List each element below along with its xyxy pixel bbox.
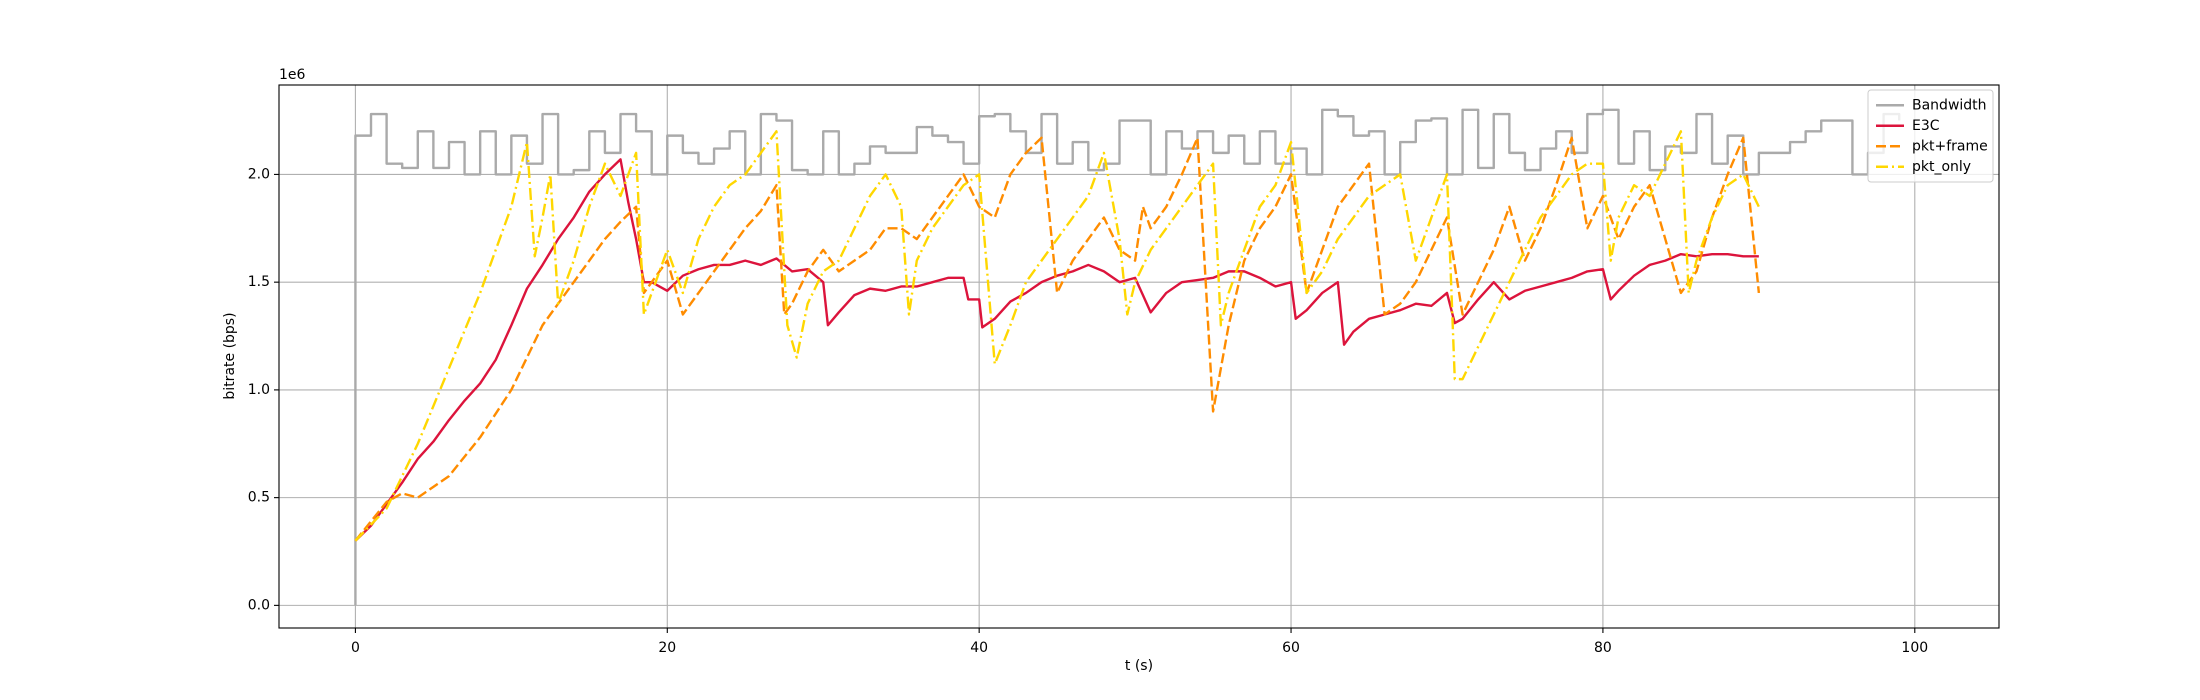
series-line bbox=[354, 108, 1901, 606]
x-tick-label: 40 bbox=[970, 640, 988, 656]
x-tick-label: 80 bbox=[1594, 640, 1612, 656]
legend-label: E3C bbox=[1912, 118, 1940, 134]
legend-box bbox=[1867, 89, 1994, 183]
legend-label: pkt+frame bbox=[1912, 138, 1988, 154]
x-tick-label: 100 bbox=[1901, 640, 1928, 656]
series-line bbox=[354, 136, 1761, 542]
x-axis-label: t (s) bbox=[1125, 658, 1153, 674]
legend-label: pkt_only bbox=[1912, 159, 1971, 175]
y-offset-text: 1e6 bbox=[279, 67, 306, 83]
y-tick-label: 2.0 bbox=[248, 166, 270, 182]
y-tick-label: 1.0 bbox=[248, 382, 270, 398]
x-tick-label: 60 bbox=[1282, 640, 1300, 656]
y-axis-label: bitrate (bps) bbox=[222, 312, 238, 399]
y-tick-label: 0.5 bbox=[248, 490, 270, 506]
legend-label: Bandwidth bbox=[1912, 97, 1987, 113]
series-line bbox=[354, 158, 1759, 542]
x-tick-label: 20 bbox=[658, 640, 676, 656]
series-line bbox=[354, 130, 1760, 542]
y-tick-label: 1.5 bbox=[248, 274, 270, 290]
x-tick-label: 0 bbox=[351, 640, 360, 656]
y-tick-label: 0.0 bbox=[248, 597, 270, 613]
plot-frame bbox=[278, 84, 2000, 629]
